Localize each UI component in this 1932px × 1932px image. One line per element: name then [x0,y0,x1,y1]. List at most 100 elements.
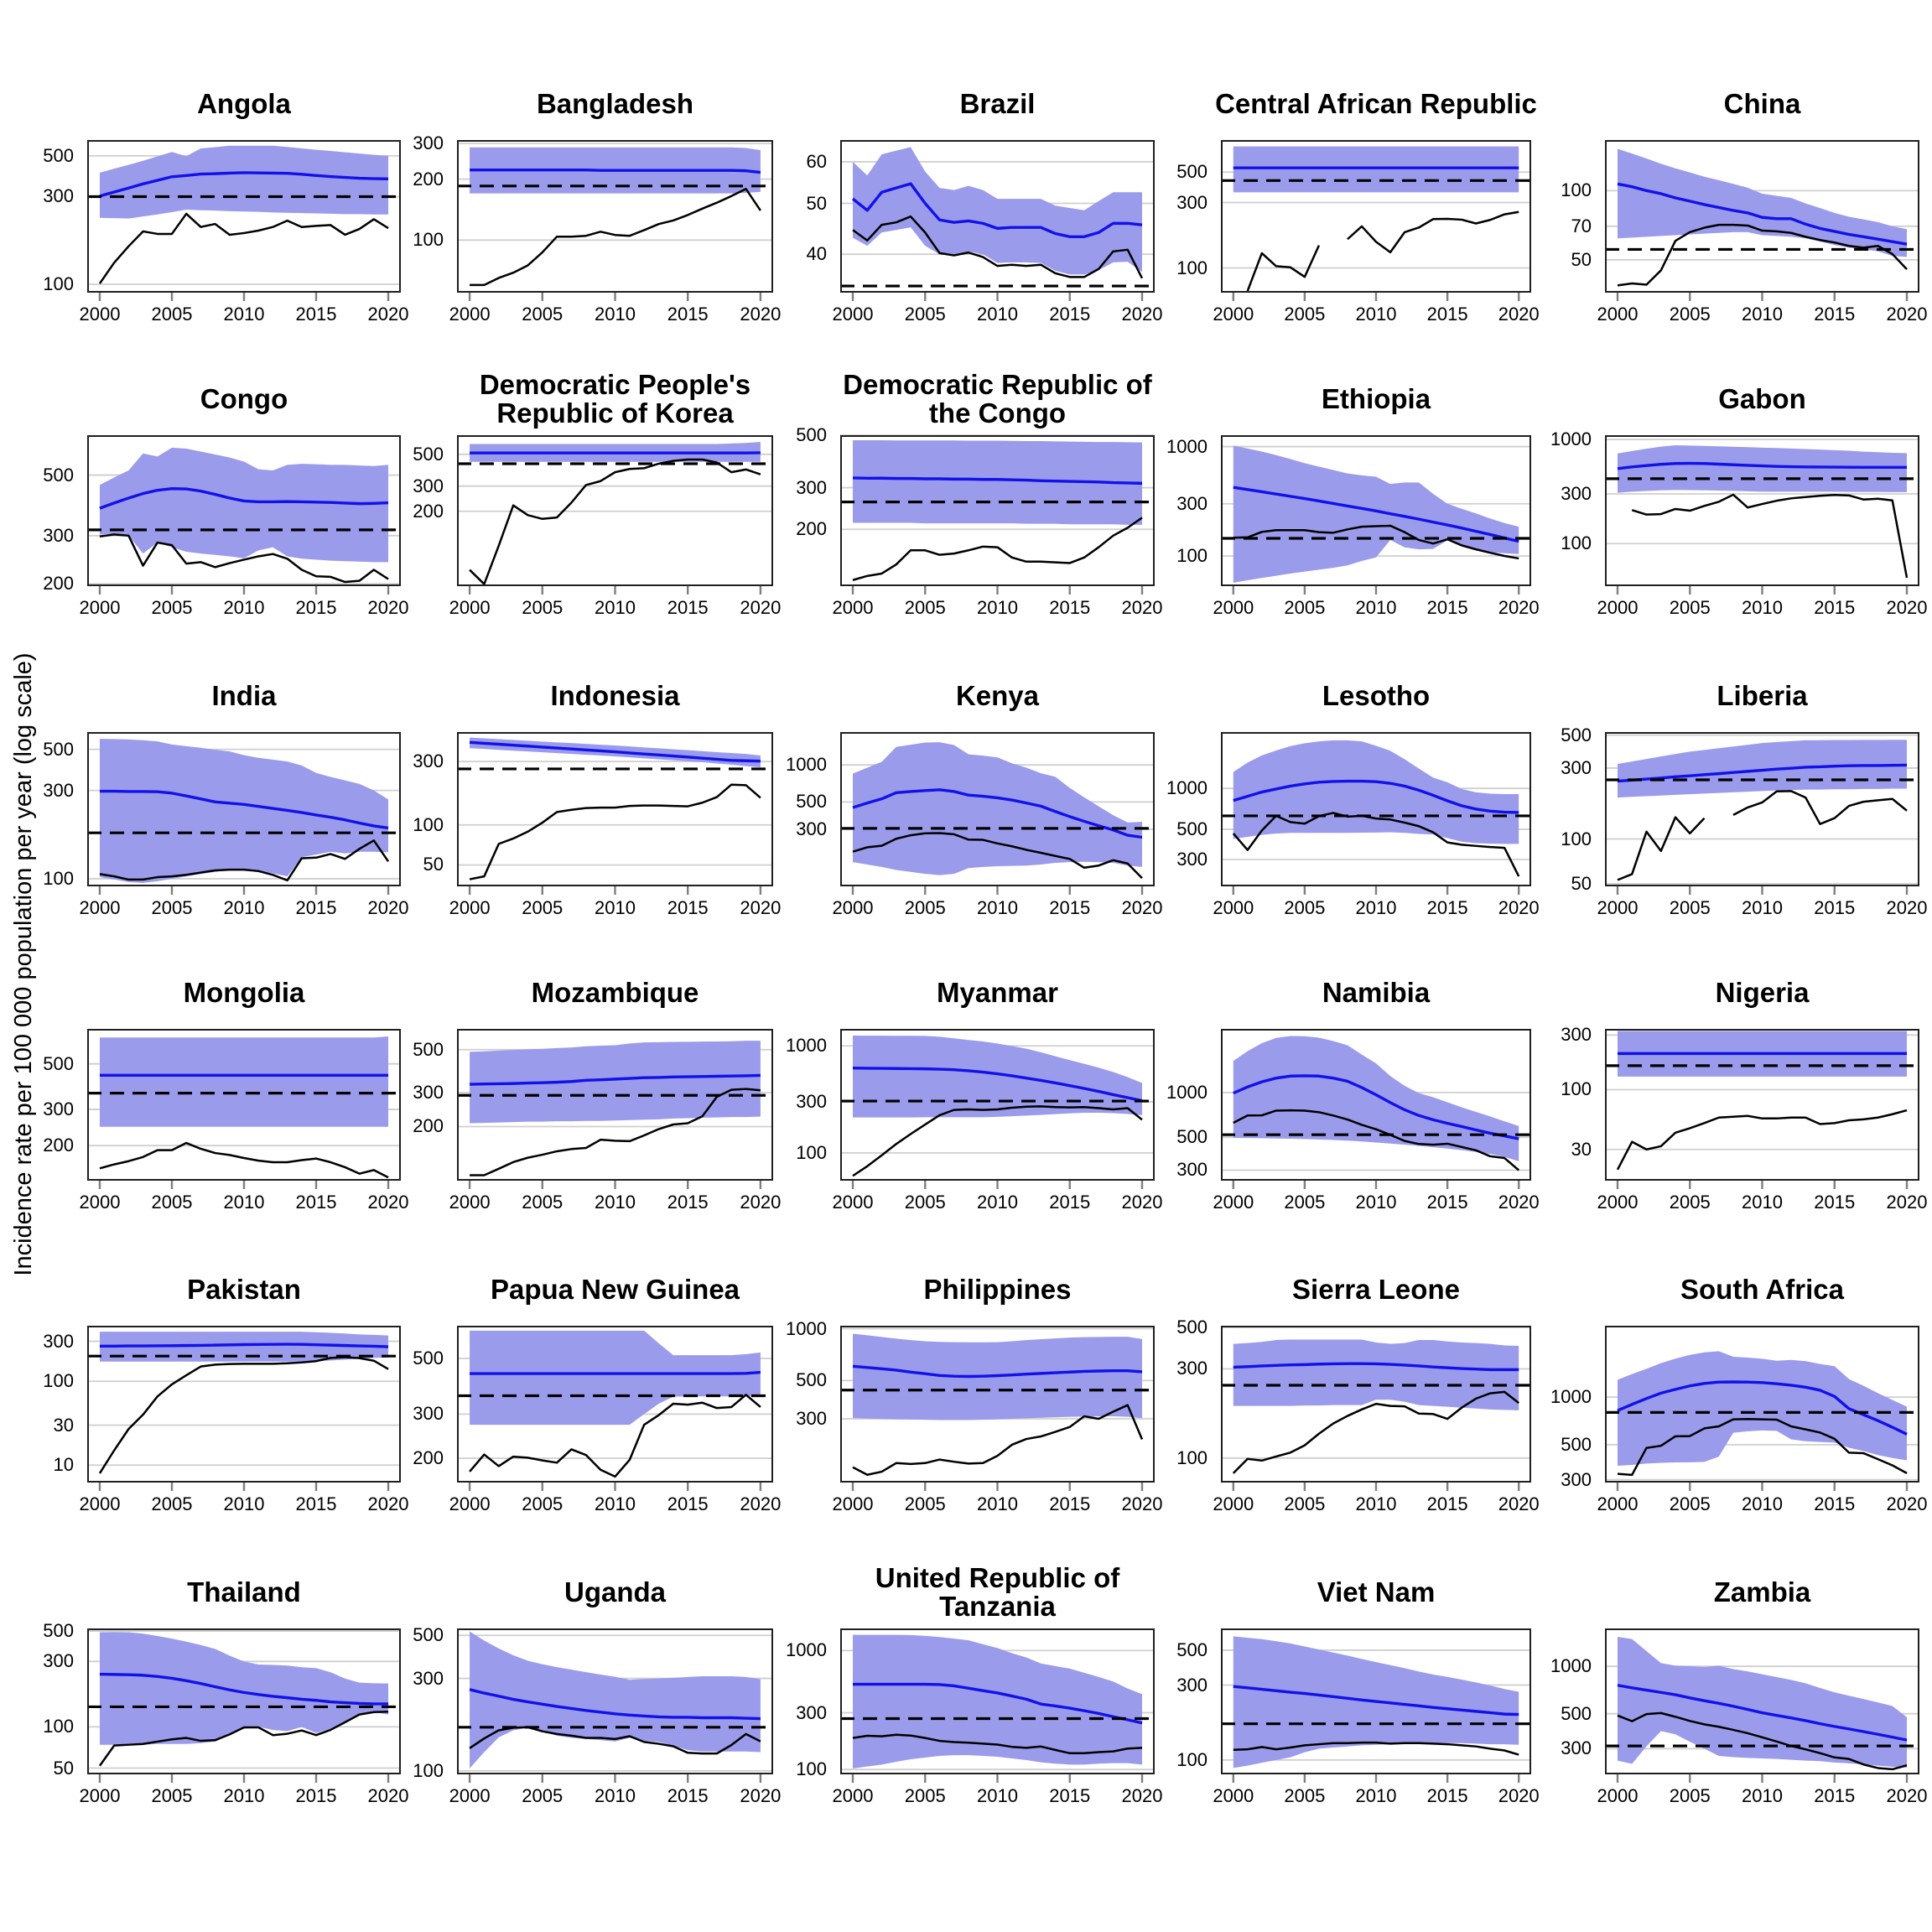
x-tick-label: 2005 [1669,597,1711,618]
y-tick-label: 500 [43,1052,74,1074]
facet-title: Philippines [923,1274,1072,1305]
y-tick-label: 500 [1176,1316,1208,1337]
facet-south-africa: South Africa 300 500 1000 2000 2005 2010 2015 20… [1550,1275,1927,1514]
y-tick-label: 200 [413,500,444,522]
panel-border [87,140,401,293]
facet-title: Viet Nam [1317,1576,1436,1607]
notifications-line [469,1394,761,1478]
x-tick-label: 2015 [1426,897,1468,918]
y-tick-label: 60 [806,150,827,172]
x-tick-label: 2015 [1814,597,1856,618]
x-tick-label: 2015 [1049,597,1091,618]
x-tick-label: 2010 [1742,1192,1783,1213]
estimate-line [1233,779,1519,814]
x-tick-label: 2020 [1121,1785,1163,1806]
y-tick-label: 100 [1176,257,1208,278]
panel-border [840,1628,1155,1774]
y-tick-label: 300 [796,1407,827,1429]
x-tick-label: 2020 [1121,1493,1163,1514]
panel-border [1221,435,1531,586]
y-tick-label: 500 [796,1369,827,1391]
x-tick-label: 2005 [1284,597,1326,618]
panel-border [87,435,401,586]
facet-title: Democratic People's Republic of Korea [479,369,751,428]
notifications-line [1233,524,1519,560]
facet-democratic-republic-of-the-congo: Democratic Republic of the Congo 200 300 50… [796,371,1162,618]
x-tick-label: 2010 [1742,1493,1783,1514]
facet-plot [87,140,401,301]
estimate-line [99,1672,389,1706]
y-tick-label: 40 [806,243,827,265]
facet-lesotho: Lesotho 300 500 1000 2000 2005 2010 2015 2020 [1166,682,1540,918]
facet-title: Angola [197,88,291,119]
x-tick-label: 2005 [1669,1785,1711,1806]
facet-china: China 50 70 100 2000 2005 2010 2015 2020 [1561,90,1927,325]
x-tick-label: 2000 [1597,1493,1639,1514]
y-tick-label: 100 [1561,828,1592,849]
x-tick-label: 2020 [740,1192,782,1213]
facet-ethiopia: Ethiopia 100 300 1000 2000 2005 2010 2015 2020 [1166,385,1540,618]
x-tick-label: 2020 [740,304,782,325]
facet-plot [840,732,1155,895]
x-tick-label: 2010 [1355,1192,1397,1213]
notifications-line [852,1105,1143,1177]
x-tick-label: 2020 [740,897,782,918]
y-tick-label: 300 [796,476,827,498]
facet-plot [1605,1029,1919,1189]
panel-border [840,732,1155,886]
facet-plot [1605,1628,1919,1783]
facet-title: Gabon [1718,383,1806,414]
x-tick-label: 2020 [367,1192,409,1213]
facet-papua-new-guinea: Papua New Guinea 200 300 500 2000 2005 2010 201… [413,1275,781,1514]
notifications-line [469,783,761,880]
x-tick-label: 2020 [1498,897,1540,918]
x-tick-label: 2000 [832,1785,874,1806]
x-tick-label: 2005 [1669,304,1711,325]
facet-title: Zambia [1713,1576,1811,1607]
facet-title: Uganda [564,1576,666,1607]
panel-border [840,140,1155,293]
x-tick-label: 2020 [367,597,409,618]
y-tick-label: 1000 [786,754,827,776]
y-tick-label: 300 [43,1650,74,1672]
x-tick-label: 2000 [79,304,121,325]
x-tick-label: 2020 [1498,304,1540,325]
x-tick-label: 2015 [1814,1785,1856,1806]
facet-title: Thailand [187,1576,301,1607]
y-tick-label: 300 [413,475,444,496]
x-tick-label: 2020 [740,1785,782,1806]
y-tick-label: 300 [1176,848,1208,870]
y-tick-label: 300 [796,1701,827,1723]
uncertainty-band [853,1035,1142,1118]
x-tick-label: 2000 [79,1785,121,1806]
x-tick-label: 2015 [295,1192,337,1213]
y-tick-label: 100 [1561,179,1592,201]
x-tick-label: 2015 [295,304,337,325]
x-tick-label: 2005 [1669,897,1711,918]
y-tick-label: 300 [1176,1674,1208,1696]
y-tick-label: 300 [1176,1159,1208,1181]
y-tick-label: 300 [413,132,444,154]
uncertainty-band [1618,148,1907,257]
x-tick-label: 2010 [595,304,636,325]
notifications-line [1232,812,1520,877]
y-tick-label: 10 [53,1454,74,1476]
x-tick-label: 2000 [79,897,121,918]
estimate-line [1617,461,1907,470]
facet-plot [457,1628,773,1783]
estimate-line [852,788,1143,839]
estimate-line [852,476,1143,486]
x-tick-label: 2010 [595,1192,636,1213]
y-tick-label: 500 [43,144,74,166]
facet-uganda: Uganda 100 300 500 2000 2005 2010 2015 2020 [413,1578,781,1806]
x-tick-label: 2000 [449,1493,491,1514]
facet-namibia: Namibia 300 500 1000 2000 2005 2010 2015 2020 [1166,979,1540,1213]
estimate-line [1233,1362,1519,1372]
x-tick-label: 2015 [1814,304,1856,325]
y-tick-label: 300 [413,1667,444,1689]
x-tick-label: 2015 [1049,1493,1091,1514]
facet-plot [840,1326,1155,1491]
facet-title: Namibia [1322,977,1431,1008]
y-tick-label: 500 [43,738,74,760]
panel-border [457,140,773,293]
